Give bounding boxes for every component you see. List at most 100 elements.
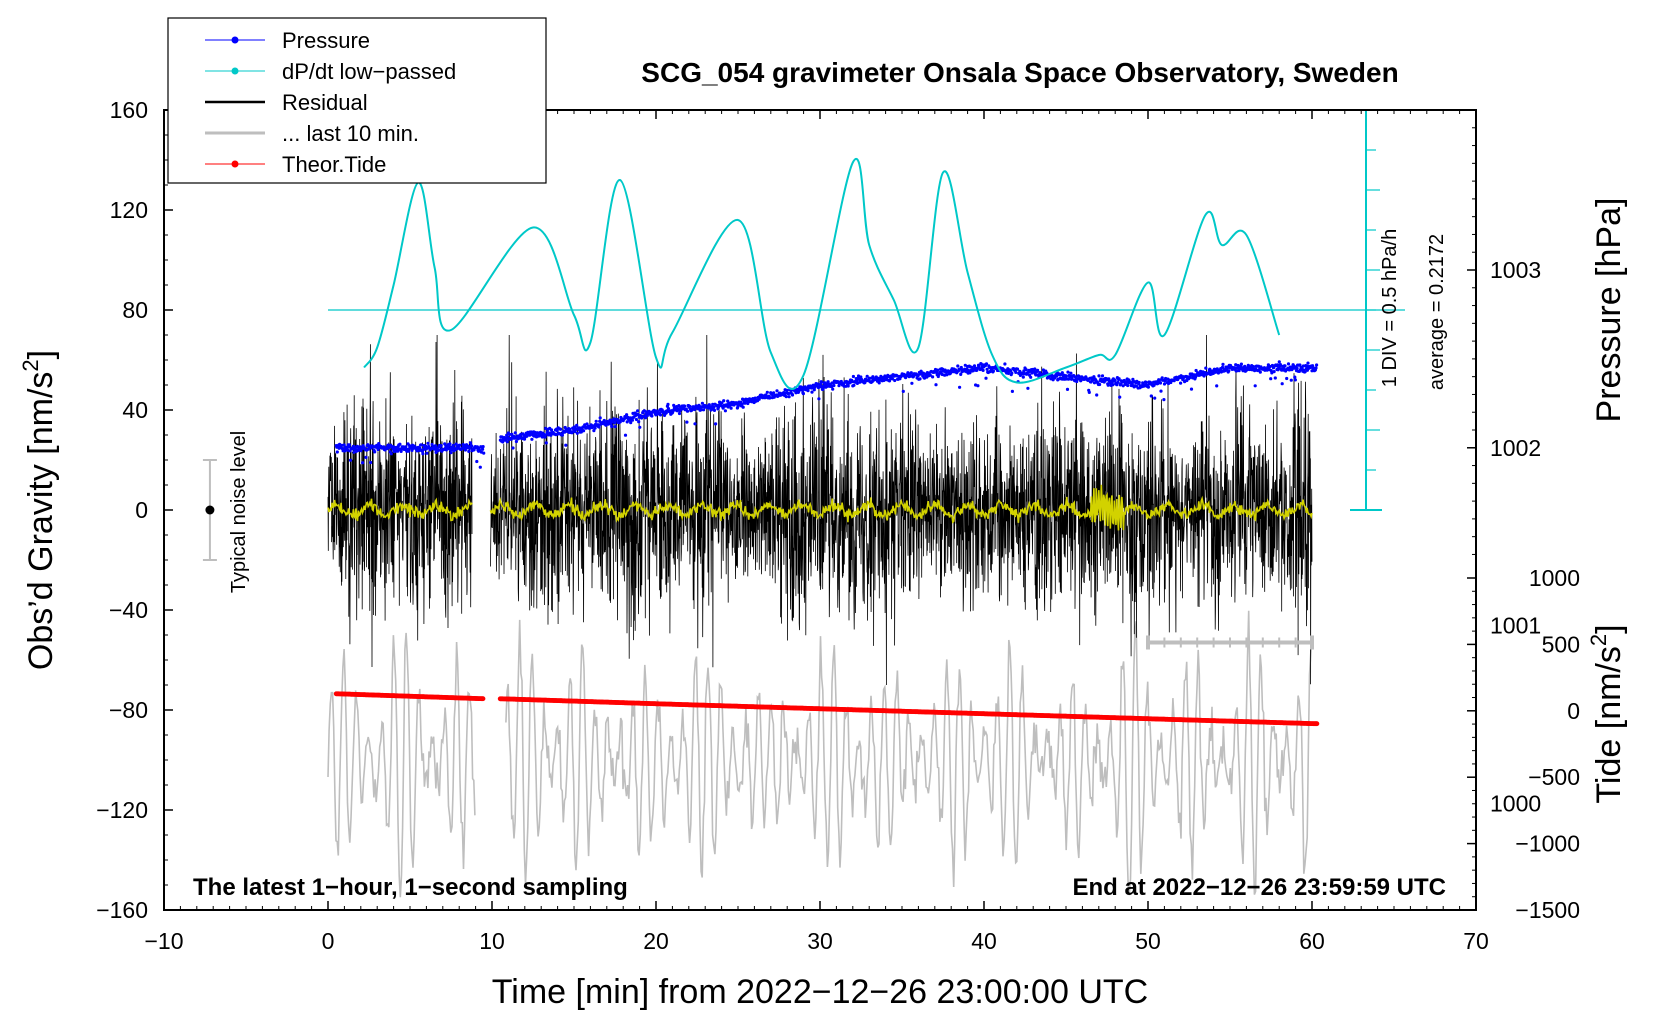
last-10-min-series bbox=[327, 610, 1313, 898]
y-axis-label: Obs’d Gravity [nm/s2] bbox=[18, 350, 60, 670]
pressure-point bbox=[1295, 366, 1299, 370]
sampling-note: The latest 1−hour, 1−second sampling bbox=[193, 874, 628, 901]
pressure-point bbox=[722, 399, 726, 403]
legend-item-dpdt: dP/dt low−passed bbox=[205, 59, 456, 84]
pressure-point bbox=[602, 418, 606, 423]
pressure-point bbox=[1014, 370, 1018, 374]
legend-item-residual: Residual bbox=[205, 90, 368, 115]
pressure-point bbox=[1113, 378, 1117, 382]
pressure-point bbox=[743, 401, 747, 405]
residual-smoothed-line bbox=[327, 497, 473, 522]
pressure-point bbox=[433, 444, 438, 448]
pressure-point bbox=[404, 445, 408, 449]
pressure-tick-label: 1001 bbox=[1490, 613, 1541, 639]
pressure-point bbox=[1289, 378, 1293, 382]
pressure-point bbox=[613, 421, 617, 425]
pressure-point bbox=[475, 459, 479, 464]
pressure-point bbox=[1111, 383, 1115, 387]
pressure-point bbox=[887, 379, 892, 383]
pressure-point bbox=[1251, 365, 1256, 369]
pressure-point bbox=[711, 402, 715, 406]
pressure-point bbox=[984, 376, 988, 380]
residual-series bbox=[327, 334, 1313, 686]
legend-box bbox=[167, 17, 547, 184]
tide-tick-label: 1000 bbox=[1529, 565, 1580, 591]
pressure-point bbox=[707, 403, 711, 407]
pressure-point bbox=[812, 388, 816, 392]
pressure-point bbox=[613, 425, 617, 429]
pressure-point bbox=[787, 395, 791, 399]
pressure-point bbox=[1214, 370, 1218, 374]
pressure-point bbox=[1118, 395, 1122, 399]
pressure-point bbox=[1098, 382, 1102, 387]
residual-smoothed-series bbox=[327, 484, 1313, 531]
pressure-point bbox=[810, 390, 814, 394]
pressure-point bbox=[832, 383, 836, 388]
pressure-point bbox=[623, 433, 628, 437]
pressure-point bbox=[1310, 369, 1314, 373]
residual-line bbox=[327, 334, 473, 668]
pressure-point bbox=[757, 397, 761, 401]
pressure-point bbox=[909, 371, 913, 375]
pressure-point bbox=[1036, 368, 1040, 372]
pressure-point bbox=[347, 443, 351, 447]
pressure-point bbox=[816, 382, 820, 386]
pressure-point bbox=[693, 422, 697, 426]
pressure-point bbox=[449, 451, 453, 455]
pressure-point bbox=[467, 449, 471, 453]
pressure-point bbox=[1015, 367, 1020, 371]
pressure-point bbox=[1315, 363, 1319, 367]
pressure-point bbox=[1258, 370, 1262, 374]
pressure-point bbox=[511, 446, 515, 450]
pressure-point bbox=[979, 362, 984, 366]
pressure-point bbox=[666, 402, 670, 406]
pressure-point bbox=[1285, 376, 1289, 381]
pressure-point bbox=[637, 420, 641, 424]
pressure-point bbox=[1100, 374, 1105, 378]
pressure-point bbox=[564, 443, 568, 447]
pressure-point bbox=[439, 444, 443, 448]
pressure-point bbox=[1116, 380, 1120, 384]
legend-item-pressure: Pressure bbox=[205, 28, 370, 53]
pressure-point bbox=[560, 433, 565, 437]
pressure-point bbox=[1272, 370, 1276, 374]
noise-center-dot bbox=[205, 505, 215, 515]
pressure-point bbox=[1010, 389, 1015, 393]
pressure-point bbox=[956, 364, 960, 368]
pressure-point bbox=[984, 362, 989, 366]
pressure-point bbox=[1060, 371, 1064, 375]
pressure-point bbox=[712, 405, 716, 409]
pressure-point bbox=[1208, 367, 1212, 371]
pressure-point bbox=[364, 455, 368, 459]
pressure-point bbox=[1137, 380, 1141, 385]
pressure-point bbox=[1235, 369, 1239, 373]
x-axis-label: Time [min] from 2022−12−26 23:00:00 UTC bbox=[492, 973, 1148, 1011]
pressure-point bbox=[644, 416, 648, 420]
pressure-point bbox=[636, 409, 640, 413]
pressure-point bbox=[877, 381, 881, 385]
pressure-point bbox=[1065, 387, 1070, 391]
pressure-point bbox=[369, 460, 373, 465]
pressure-point bbox=[1269, 377, 1273, 381]
pressure-series bbox=[334, 360, 1319, 469]
pressure-point bbox=[702, 408, 706, 412]
pressure-point bbox=[677, 411, 682, 416]
legend-label-dpdt: dP/dt low−passed bbox=[282, 59, 456, 84]
pressure-point bbox=[585, 422, 589, 426]
pressure-point bbox=[399, 449, 403, 453]
pressure-point bbox=[1293, 378, 1297, 382]
pressure-point bbox=[481, 447, 485, 451]
pressure-point bbox=[448, 442, 452, 446]
pressure-point bbox=[1280, 382, 1284, 386]
x-tick-label: 20 bbox=[643, 928, 669, 954]
pressure-point bbox=[470, 444, 474, 448]
pressure-point bbox=[1095, 393, 1099, 397]
residual-line bbox=[490, 334, 1313, 686]
pressure-point bbox=[593, 426, 597, 430]
pressure-point bbox=[806, 389, 810, 393]
pressure-point bbox=[1087, 390, 1091, 394]
pressure-point bbox=[1077, 374, 1081, 378]
pressure-point bbox=[1179, 381, 1183, 385]
legend: Pressure dP/dt low−passed Residual ... l… bbox=[167, 17, 547, 184]
y-tick-label: 120 bbox=[110, 197, 148, 223]
